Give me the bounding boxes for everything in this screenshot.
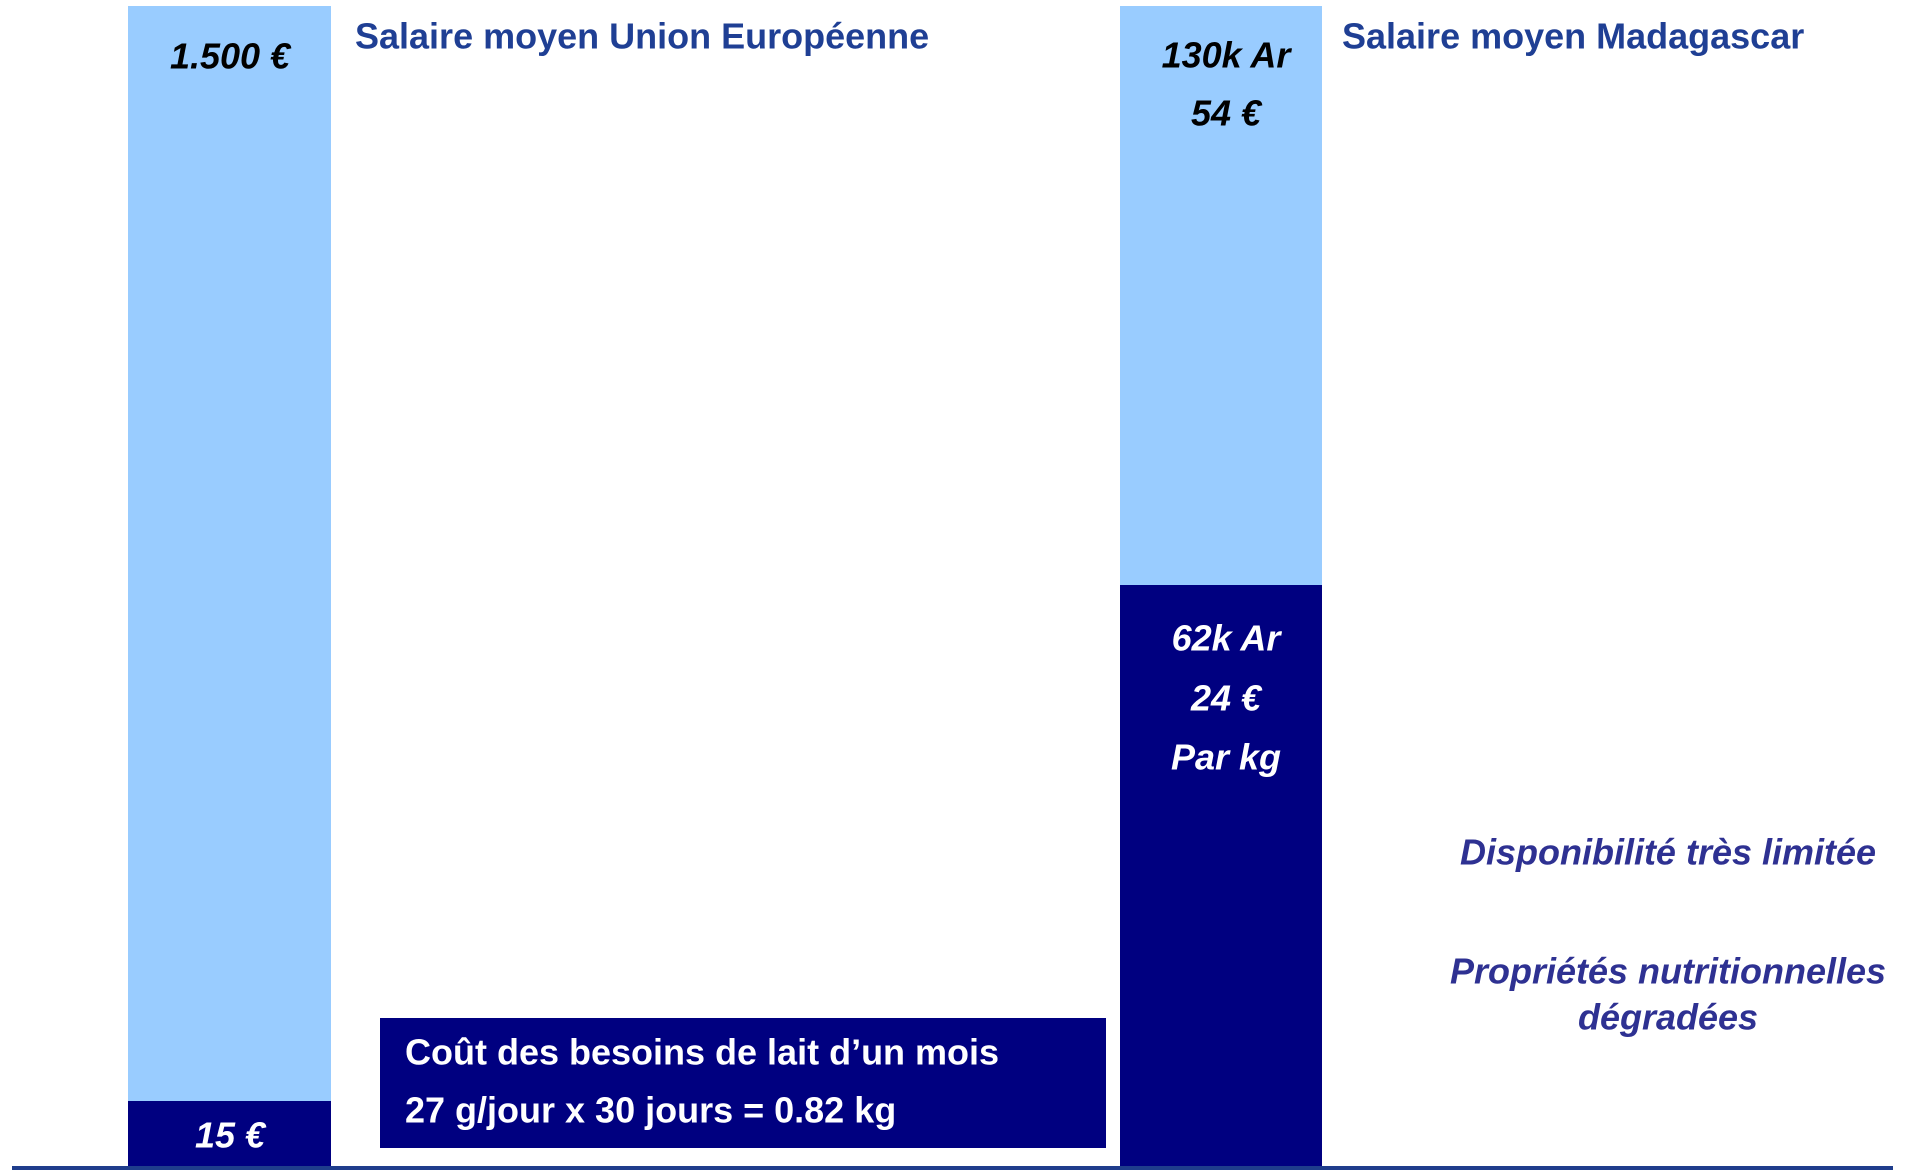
cost-label: 24 €: [1190, 678, 1263, 719]
box-text: 27 g/jour x 30 jours = 0.82 kg: [405, 1090, 896, 1131]
info-box: [380, 1018, 1106, 1148]
panel-title: Salaire moyen Madagascar: [1342, 16, 1804, 57]
cost-bar: [128, 1101, 331, 1168]
salary-label: 130k Ar: [1162, 35, 1293, 76]
panel-title: Salaire moyen Union Européenne: [355, 16, 929, 57]
salary-label: 54 €: [1191, 93, 1263, 134]
box-text: Coût des besoins de lait d’un mois: [405, 1032, 999, 1073]
cost-label: 15 €: [195, 1115, 267, 1156]
cost-label: 62k Ar: [1172, 618, 1283, 659]
cost-bar: [1120, 585, 1322, 1168]
note: Disponibilité très limitée: [1460, 832, 1876, 873]
note: Propriétés nutritionnelles: [1450, 951, 1886, 992]
salary-label: 1.500 €: [170, 36, 292, 77]
note: dégradées: [1578, 997, 1758, 1038]
salary-bar: [128, 6, 331, 1168]
cost-label: Par kg: [1171, 737, 1281, 778]
